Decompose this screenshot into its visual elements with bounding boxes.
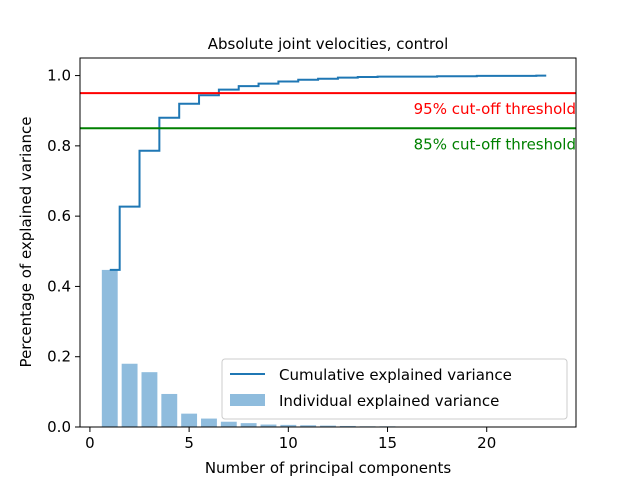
legend-cumulative-label: Cumulative explained variance (279, 366, 512, 384)
x-axis-label: Number of principal components (205, 459, 452, 477)
y-tick-label: 0.0 (47, 418, 71, 436)
x-tick-label: 0 (85, 434, 95, 452)
y-tick-label: 0.2 (47, 348, 71, 366)
y-axis-label: Percentage of explained variance (17, 117, 35, 368)
x-tick-label: 5 (184, 434, 194, 452)
legend-individual-swatch (230, 394, 265, 406)
y-tick-label: 0.4 (47, 277, 71, 295)
bar (260, 424, 277, 427)
y-tick-label: 0.8 (47, 137, 71, 155)
chart-title: Absolute joint velocities, control (208, 35, 448, 53)
bar (201, 418, 217, 427)
bar (101, 269, 118, 427)
cumulative-step-line (109, 74, 547, 271)
bar (280, 424, 297, 427)
bar (339, 425, 356, 427)
bar (320, 425, 336, 427)
x-tick-label: 10 (279, 434, 298, 452)
legend-box (221, 358, 568, 420)
bar (161, 393, 178, 427)
legend-individual-label: Individual explained variance (279, 392, 499, 410)
x-tick-label: 20 (477, 434, 496, 452)
x-tick-label: 15 (378, 434, 397, 452)
legend: Cumulative explained variance Individual… (221, 358, 568, 420)
y-tick-label: 0.6 (47, 207, 71, 225)
plot-frame (79, 57, 577, 428)
threshold-label: 85% cut-off threshold (414, 135, 576, 153)
threshold-label: 95% cut-off threshold (414, 100, 576, 118)
bar (220, 421, 237, 427)
bar (141, 372, 158, 427)
y-tick-label: 1.0 (47, 67, 71, 85)
bar (121, 363, 138, 427)
bar (240, 423, 257, 427)
bar (300, 425, 317, 427)
bar (181, 413, 198, 427)
